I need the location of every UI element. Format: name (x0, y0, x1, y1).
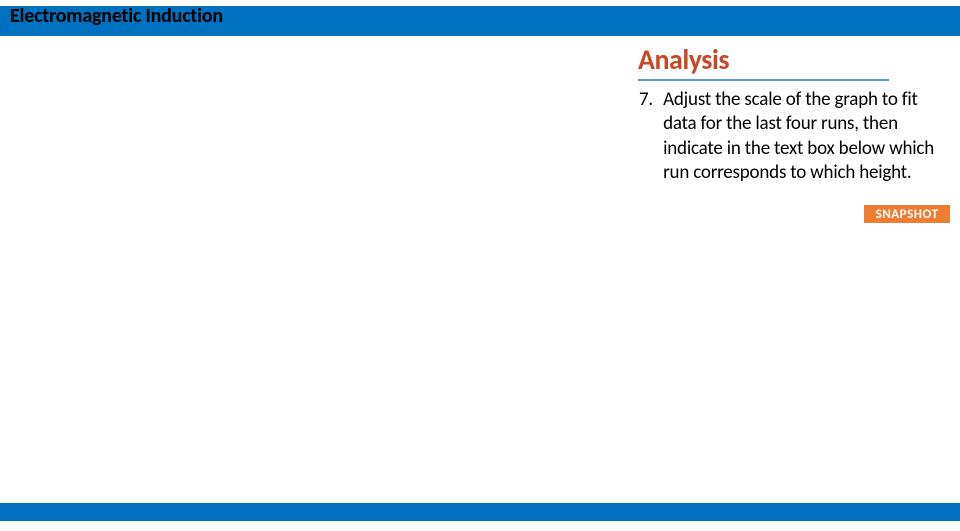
step-text: Adjust the scale of the graph to fit dat… (663, 88, 943, 185)
snapshot-badge[interactable]: SNAPSHOT (864, 205, 950, 223)
footer-bar (0, 503, 960, 521)
step-number: 7. (639, 88, 659, 112)
instruction-step: 7. Adjust the scale of the graph to fit … (639, 88, 949, 185)
page-title: Electromagnetic Induction (10, 4, 223, 28)
section-heading: Analysis (638, 42, 889, 81)
